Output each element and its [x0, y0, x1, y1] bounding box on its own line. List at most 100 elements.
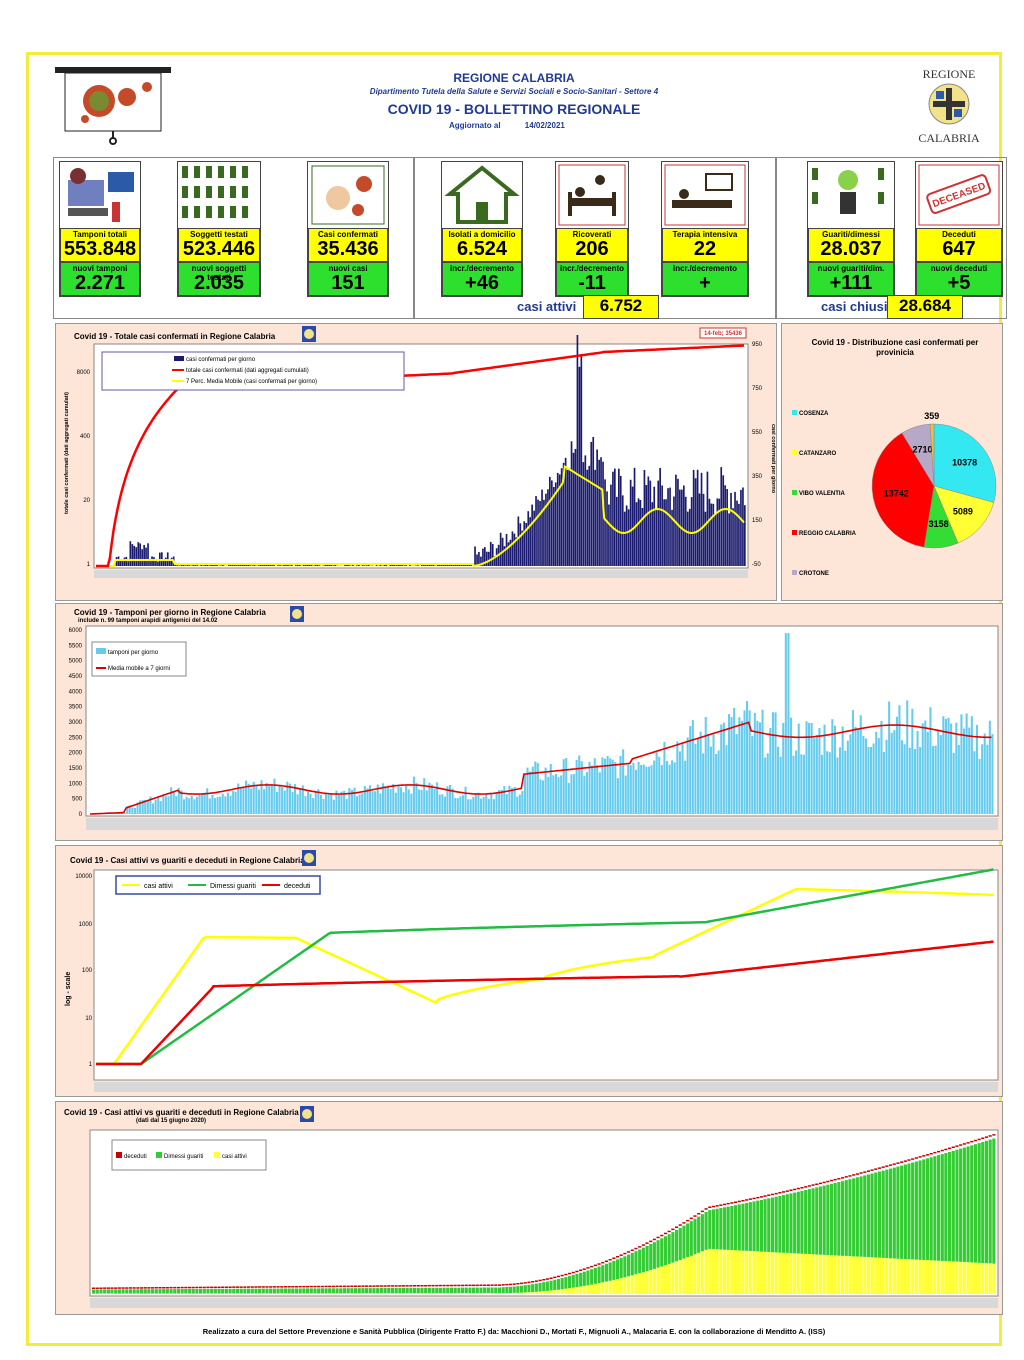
daily-cases-bar: [229, 564, 232, 566]
deceased-bar: [619, 1254, 623, 1256]
deceased-bar: [992, 1134, 996, 1136]
active-bar: [457, 1293, 461, 1294]
deceased-bar: [586, 1267, 590, 1269]
daily-cases-bar: [245, 564, 248, 566]
daily-cases-bar: [283, 565, 285, 566]
active-bar: [763, 1251, 767, 1294]
tests-bar: [973, 751, 976, 814]
tests-bar: [159, 801, 162, 814]
daily-cases-bar: [332, 565, 335, 566]
recovered-bar: [870, 1173, 874, 1258]
y-tick-label: 4000: [69, 689, 83, 695]
active-bar: [940, 1260, 944, 1294]
tests-bar: [366, 788, 369, 814]
recovered-bar: [114, 1289, 118, 1294]
deceased-bar: [398, 1285, 402, 1287]
daily-cases-bar: [499, 532, 502, 566]
daily-cases-bar: [667, 488, 669, 566]
active-bar: [756, 1251, 760, 1294]
deceased-bar: [778, 1192, 782, 1194]
tests-bar: [702, 753, 705, 814]
tests-bar: [255, 786, 258, 814]
active-bar: [368, 1293, 372, 1294]
recovered-bar: [184, 1289, 188, 1294]
recovered-bar: [213, 1288, 217, 1294]
deceased-bar: [870, 1169, 874, 1171]
active-bar: [283, 1293, 288, 1294]
tests-bar: [846, 740, 849, 814]
active-bar: [213, 1293, 217, 1294]
active-bar: [612, 1279, 616, 1294]
active-bar: [852, 1256, 856, 1294]
daily-cases-bar: [438, 564, 441, 566]
active-bar: [361, 1293, 365, 1294]
recovered-bar: [339, 1288, 343, 1294]
daily-cases-bar: [361, 565, 364, 566]
active-bar: [667, 1263, 671, 1294]
recovered-bar: [501, 1287, 505, 1294]
active-bar: [918, 1259, 922, 1294]
deceased-bar: [682, 1222, 686, 1224]
tests-bar: [585, 772, 588, 814]
tests-bar: [839, 747, 842, 814]
daily-cases-bar: [515, 537, 518, 566]
active-bar: [497, 1293, 502, 1294]
daily-cases-bar: [692, 469, 695, 566]
daily-cases-bar: [129, 541, 132, 566]
tests-bar: [642, 764, 645, 814]
recovered-bar: [568, 1276, 572, 1289]
recovered-bar: [187, 1289, 192, 1294]
tests-bar: [394, 792, 397, 814]
tests-bar: [890, 732, 893, 814]
tests-bar: [759, 722, 762, 814]
daily-cases-bar: [578, 366, 581, 566]
tests-bar: [898, 705, 901, 814]
tests-bar: [583, 776, 586, 814]
tests-bar: [810, 723, 813, 814]
tests-bar: [237, 783, 240, 814]
deceased-bar: [298, 1285, 302, 1288]
recovered-bar: [907, 1163, 911, 1260]
stats-group-tests: [53, 157, 415, 319]
daily-cases-bar: [214, 564, 216, 566]
recovered-bar: [966, 1146, 970, 1263]
daily-cases-bar: [440, 564, 443, 566]
active-bar: [99, 1293, 103, 1294]
tests-bar: [761, 709, 764, 814]
tests-bar: [146, 800, 149, 814]
tests-bar: [141, 800, 144, 814]
daily-cases-bar: [117, 556, 120, 566]
active-bar: [855, 1256, 859, 1294]
tests-bar: [947, 717, 950, 814]
daily-cases-bar: [393, 564, 396, 566]
deceased-bar: [191, 1286, 195, 1289]
active-bar: [276, 1293, 280, 1294]
active-bar: [627, 1276, 631, 1294]
active-bar: [128, 1293, 133, 1294]
active-bar: [394, 1293, 398, 1294]
active-bar: [483, 1293, 487, 1294]
tests-bar: [322, 798, 325, 814]
daily-cases-bar: [241, 564, 244, 566]
deceased-bar: [313, 1285, 317, 1288]
tests-bar: [485, 794, 488, 814]
lab-equipment-icon: [60, 162, 140, 228]
recovered-bar: [874, 1172, 878, 1258]
active-bar: [914, 1259, 918, 1294]
active-bar: [92, 1293, 96, 1294]
deceased-bar: [604, 1260, 609, 1262]
active-bar: [442, 1293, 446, 1294]
daily-cases-bar: [730, 492, 732, 566]
active-bar: [723, 1249, 727, 1294]
crest-icon: [928, 83, 970, 125]
active-bar: [966, 1262, 970, 1294]
deceased-bar: [977, 1138, 981, 1141]
y-tick-label: 2000: [69, 751, 83, 757]
daily-cases-bar: [584, 455, 587, 566]
deceased-bar: [708, 1206, 712, 1208]
tests-bar: [518, 794, 521, 814]
recovered-bar: [689, 1221, 693, 1256]
deceased-bar: [306, 1285, 310, 1288]
tests-bar: [694, 743, 697, 814]
deceased-bar: [121, 1287, 125, 1289]
